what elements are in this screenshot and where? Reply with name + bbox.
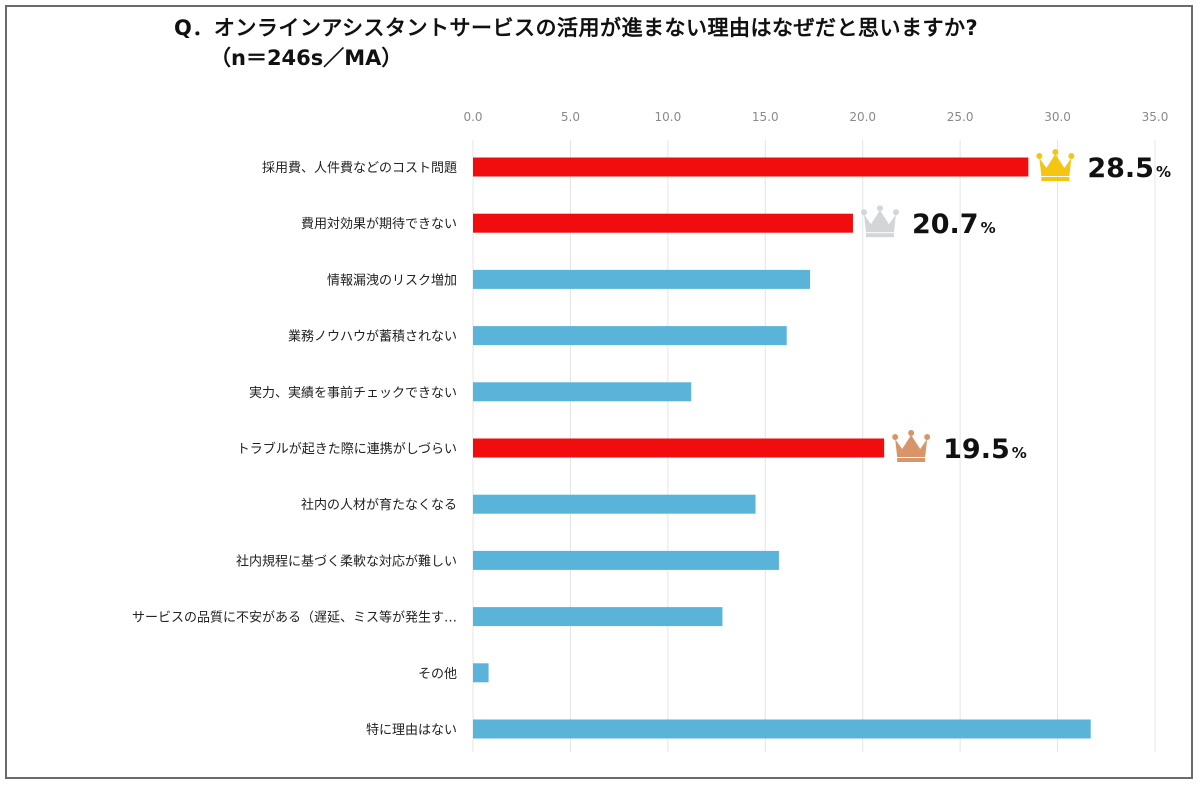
x-tick-label: 10.0 <box>654 110 681 124</box>
category-label: 情報漏洩のリスク増加 <box>327 272 457 288</box>
x-tick-label: 35.0 <box>1142 110 1169 124</box>
x-tick-label: 30.0 <box>1044 110 1071 124</box>
bar <box>473 550 779 570</box>
category-label: 採用費、人件費などのコスト問題 <box>262 161 457 176</box>
chart-subtitle: （n＝246s／MA） <box>210 46 403 70</box>
crown-icon <box>1036 149 1075 181</box>
bar <box>473 382 692 402</box>
bar <box>473 494 756 514</box>
bar <box>473 607 723 627</box>
bar <box>473 269 811 289</box>
x-tick-label: 15.0 <box>752 110 779 124</box>
category-label: サービスの品質に不安がある（遅延、ミス等が発生す… <box>132 610 457 626</box>
value-label: 19.5% <box>943 434 1027 465</box>
bar <box>473 663 489 683</box>
chart-title: Q．オンラインアシスタントサービスの活用が進まない理由はなぜだと思いますか? <box>174 16 979 40</box>
value-label: 28.5% <box>1087 153 1171 184</box>
x-tick-label: 0.0 <box>463 110 482 124</box>
category-label: トラブルが起きた際に連携がしづらい <box>237 441 457 457</box>
bar <box>473 438 885 458</box>
value-label: 20.7% <box>912 209 996 240</box>
crown-icon <box>860 205 899 238</box>
bar <box>473 719 1091 739</box>
bar <box>473 213 853 233</box>
category-label: 実力、実績を事前チェックできない <box>249 385 457 401</box>
crown-icon <box>892 430 931 462</box>
x-tick-label: 25.0 <box>947 110 974 124</box>
category-label: その他 <box>418 667 457 682</box>
x-tick-label: 5.0 <box>561 110 580 124</box>
bar <box>473 326 787 346</box>
category-label: 特に理由はない <box>366 723 457 738</box>
category-label: 社内の人材が育たなくなる <box>301 497 457 513</box>
bar <box>473 157 1029 177</box>
category-label: 費用対効果が期待できない <box>301 217 457 232</box>
category-label: 業務ノウハウが蓄積されない <box>288 329 457 345</box>
category-label: 社内規程に基づく柔軟な対応が難しい <box>236 553 457 569</box>
x-tick-label: 20.0 <box>849 110 876 124</box>
